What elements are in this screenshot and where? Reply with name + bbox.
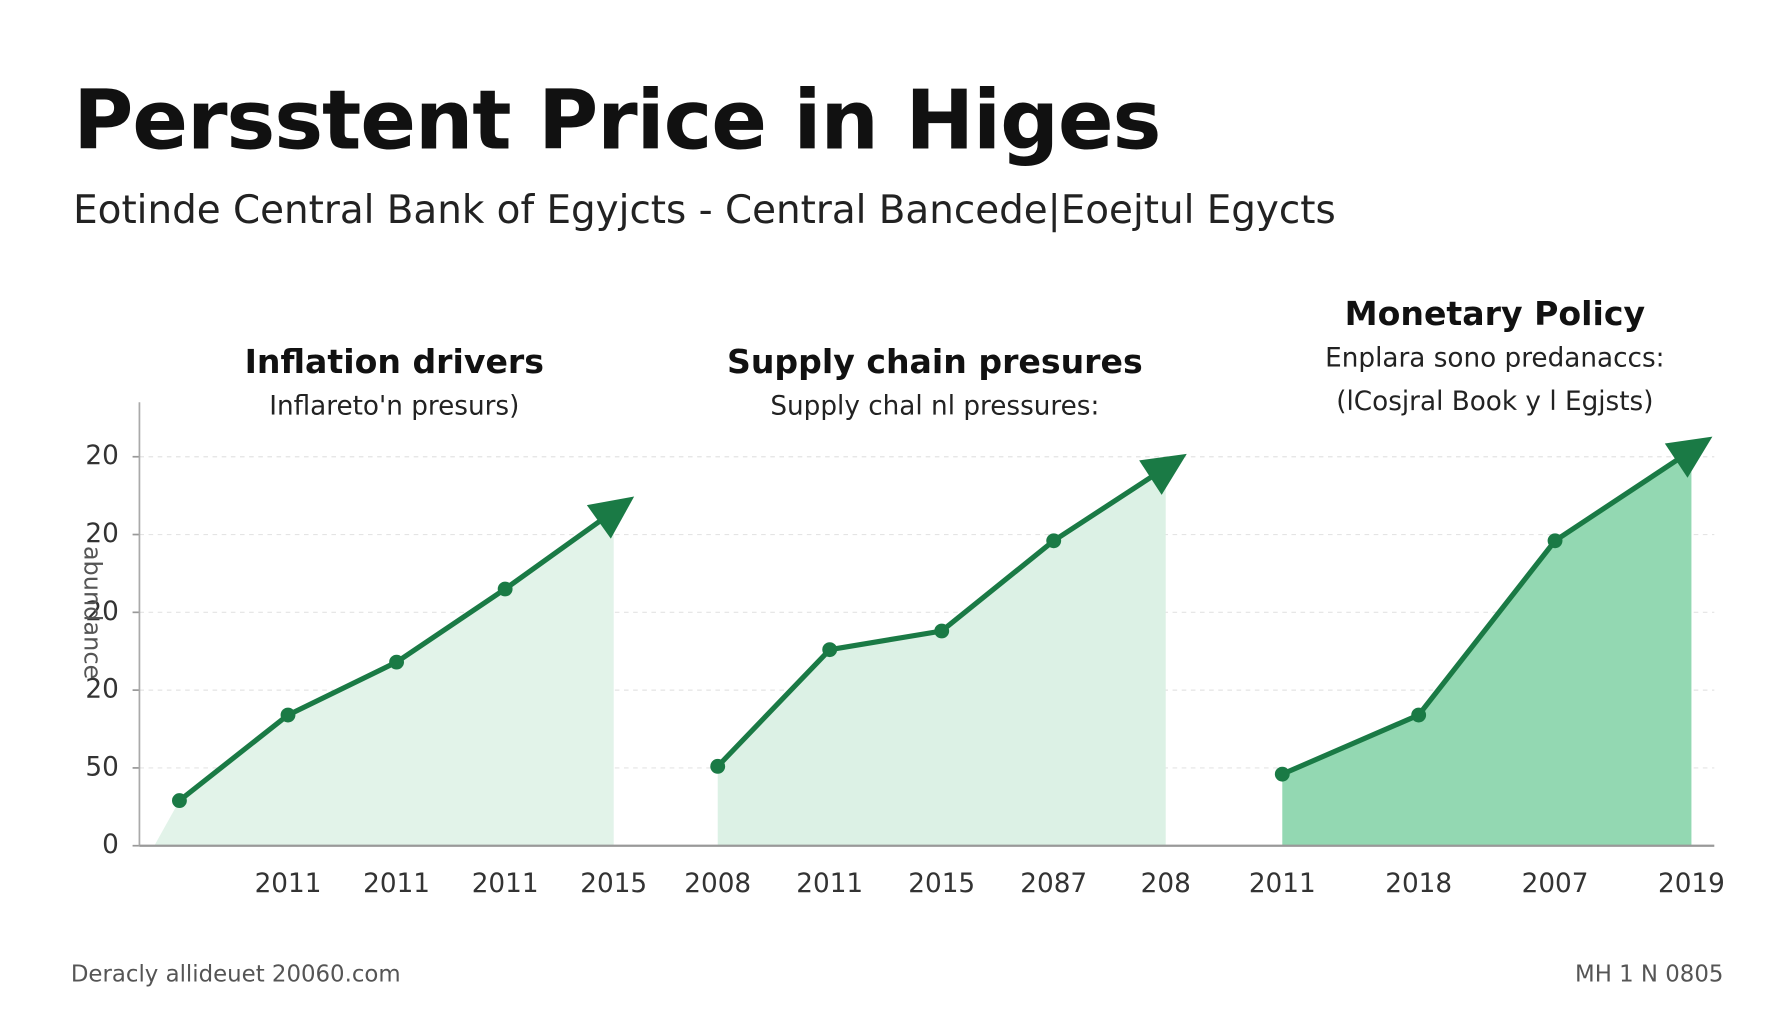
- x-tick-label: 2011: [255, 869, 322, 899]
- footer-source: Deracly allideuet 20060.com: [71, 961, 401, 987]
- arrow-head: [1664, 436, 1713, 478]
- footer-code: MH 1 N 0805: [1575, 961, 1723, 987]
- point: [280, 707, 296, 723]
- point: [822, 642, 838, 658]
- x-tick-label: 2015: [580, 869, 647, 899]
- x-tick-label: 208: [1141, 869, 1191, 899]
- point: [497, 581, 513, 597]
- y-axis-label: abundance: [78, 546, 106, 679]
- point: [1411, 707, 1427, 723]
- area: [717, 467, 1166, 846]
- panel-subtitle: Supply chal nl pressures:: [770, 391, 1099, 421]
- arrow-head: [1139, 453, 1187, 495]
- area: [1282, 450, 1692, 846]
- x-tick-label: 2008: [684, 869, 751, 899]
- panel-subtitle: Inflareto'n presurs): [269, 391, 519, 421]
- point: [172, 793, 187, 809]
- x-tick-label: 2087: [1020, 869, 1087, 899]
- point: [710, 758, 726, 774]
- page-title: Persstent Price in Higes: [73, 74, 1160, 169]
- x-tick-label: 2015: [908, 869, 975, 899]
- y-tick-label: 20: [85, 519, 118, 549]
- y-tick-label: 20: [85, 675, 118, 705]
- y-tick-label: 20: [85, 441, 118, 471]
- x-tick-label: 2011: [796, 869, 863, 899]
- y-tick-label: 0: [102, 830, 119, 860]
- x-tick-label: 2011: [363, 869, 430, 899]
- x-tick-label: 2011: [1249, 869, 1316, 899]
- point: [1046, 533, 1062, 549]
- panel-note: (lCosjral Book y l Egjsts): [1336, 387, 1653, 417]
- point: [1547, 533, 1563, 549]
- line: [1281, 448, 1693, 777]
- y-tick-label: 50: [85, 752, 118, 782]
- x-tick-label: 2007: [1522, 869, 1589, 899]
- x-tick-label: 2011: [472, 869, 539, 899]
- panel-subtitle: Enplara sono predanaccs:: [1325, 343, 1664, 373]
- point: [934, 623, 950, 639]
- x-tick-label: 2018: [1385, 869, 1452, 899]
- arrow-head: [586, 496, 635, 539]
- x-tick-label: 2019: [1658, 869, 1725, 899]
- panel-title: Monetary Policy: [1345, 294, 1645, 333]
- point: [389, 654, 404, 670]
- y-tick-label: 20: [85, 597, 118, 627]
- point: [1274, 766, 1290, 782]
- panel-title: Supply chain presures: [727, 342, 1143, 381]
- page-subtitle: Eotinde Central Bank of Egyjcts - Centra…: [73, 188, 1336, 233]
- panel-title: Inflation drivers: [245, 342, 544, 381]
